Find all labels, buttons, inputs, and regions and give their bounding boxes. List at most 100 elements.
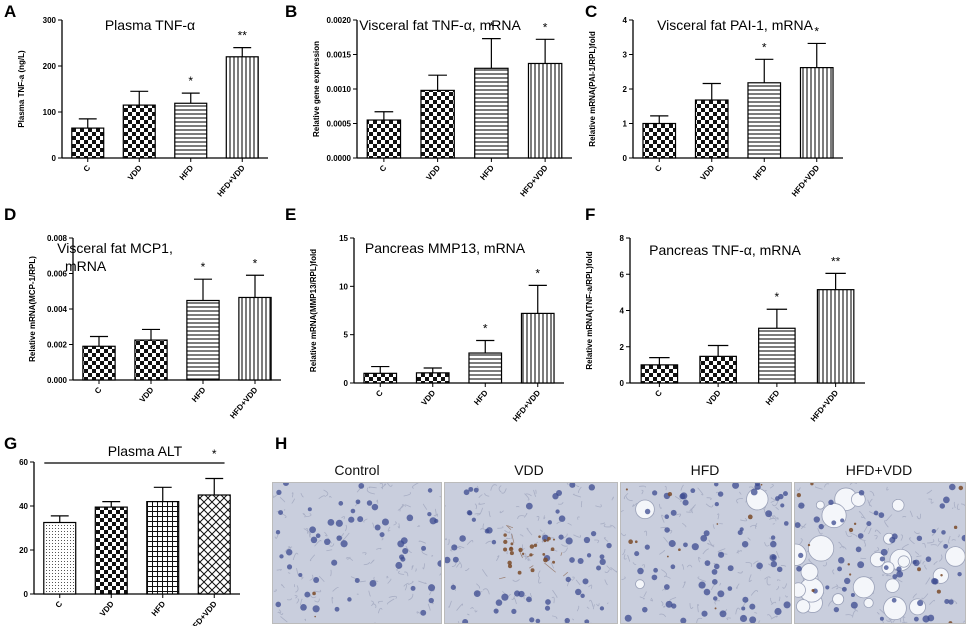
cell-membrane [476,583,481,589]
x-tick-label: HFD+VDD [511,388,542,423]
chart-title: Pancreas MMP13, mRNA [365,240,526,256]
nucleus [569,557,575,563]
panel-letter-e: E [285,205,297,224]
panel-letter-a: A [4,2,17,21]
cell-membrane [886,486,889,491]
cell-membrane [754,612,758,614]
nucleus [703,588,711,596]
bar-hfd [468,352,503,384]
brown-stain [849,573,852,576]
nucleus [582,578,589,585]
nucleus [347,597,352,602]
cell-membrane [287,572,291,574]
cell-membrane [770,601,777,605]
cell-membrane [478,494,483,498]
cell-membrane [603,523,612,528]
cell-membrane [539,529,543,532]
cell-membrane [418,580,427,585]
cell-membrane [766,578,771,586]
nucleus [335,519,343,527]
cell-membrane [309,554,316,562]
cell-membrane [735,607,741,615]
bar-vdd [415,372,450,384]
cell-membrane [939,554,943,562]
x-tick-label: HFD+VDD [790,163,821,198]
nucleus [381,518,389,526]
nucleus [682,499,689,506]
cell-membrane [541,532,546,537]
nucleus [558,534,564,540]
fat-vacuole [885,578,900,593]
x-tick-label: C [374,388,385,398]
cell-membrane [908,537,915,545]
cell-membrane [403,492,411,497]
cell-membrane [465,568,470,572]
cell-membrane [308,531,311,538]
y-tick-label: 8 [620,234,625,243]
cell-membrane [869,490,875,497]
nucleus [307,507,312,512]
nucleus [770,540,777,548]
cell-membrane [499,510,504,514]
cell-membrane [639,596,645,600]
cell-membrane [422,503,428,510]
nucleus [796,565,802,572]
nucleus [717,590,725,598]
brown-stain [543,557,548,563]
cell-membrane [874,529,881,535]
x-tick-label: HFD+VDD [809,388,840,423]
cell-membrane [863,540,866,547]
cell-membrane [515,506,520,508]
cell-membrane [948,535,951,544]
nucleus [462,618,469,623]
nucleus [711,579,718,585]
cell-membrane [956,503,960,510]
x-tick-label: VDD [126,163,144,182]
nucleus [511,608,517,615]
nucleus [312,605,320,613]
fat-vacuole [796,599,811,614]
nucleus [358,483,365,489]
nucleus [727,586,733,591]
nucleus [526,596,532,603]
bar-c [640,364,679,384]
x-tick-label: C [378,163,389,173]
nucleus [374,524,381,531]
cell-membrane [708,539,715,546]
cell-membrane [330,569,332,577]
cell-membrane [552,589,558,598]
significance-marker: * [212,447,217,461]
nucleus [670,509,677,516]
micrograph-hfd [620,482,792,624]
x-tick-label: VDD [705,388,723,407]
cell-membrane [281,584,285,589]
y-tick-label: 60 [19,458,28,467]
cell-membrane [482,588,490,595]
brown-stain [958,485,964,491]
y-tick-label: 3 [623,51,628,60]
y-tick-label: 100 [43,108,57,117]
brown-stain [634,540,638,544]
cell-membrane [916,555,922,558]
nucleus [795,522,801,528]
bar-hfd-vdd [225,56,259,159]
cell-membrane [913,531,920,534]
x-tick-label: C [54,599,65,609]
cell-membrane [930,500,934,504]
cell-membrane [953,501,956,509]
cell-membrane [622,548,626,556]
nucleus [327,518,335,526]
nucleus [778,493,784,500]
chart-plasma-alt: 0204060plasma ALT U/LPlasma ALTCVDDHFDHF… [19,443,240,626]
cell-membrane [659,613,667,618]
significance-marker: * [814,24,819,38]
cell-membrane [929,599,935,605]
cell-membrane [797,487,801,492]
cell-membrane [641,489,644,495]
brown-stain [667,491,673,497]
nucleus [813,516,820,523]
cell-membrane [397,523,400,529]
cell-membrane [776,586,780,591]
cell-membrane [922,542,926,548]
nucleus [313,577,320,583]
